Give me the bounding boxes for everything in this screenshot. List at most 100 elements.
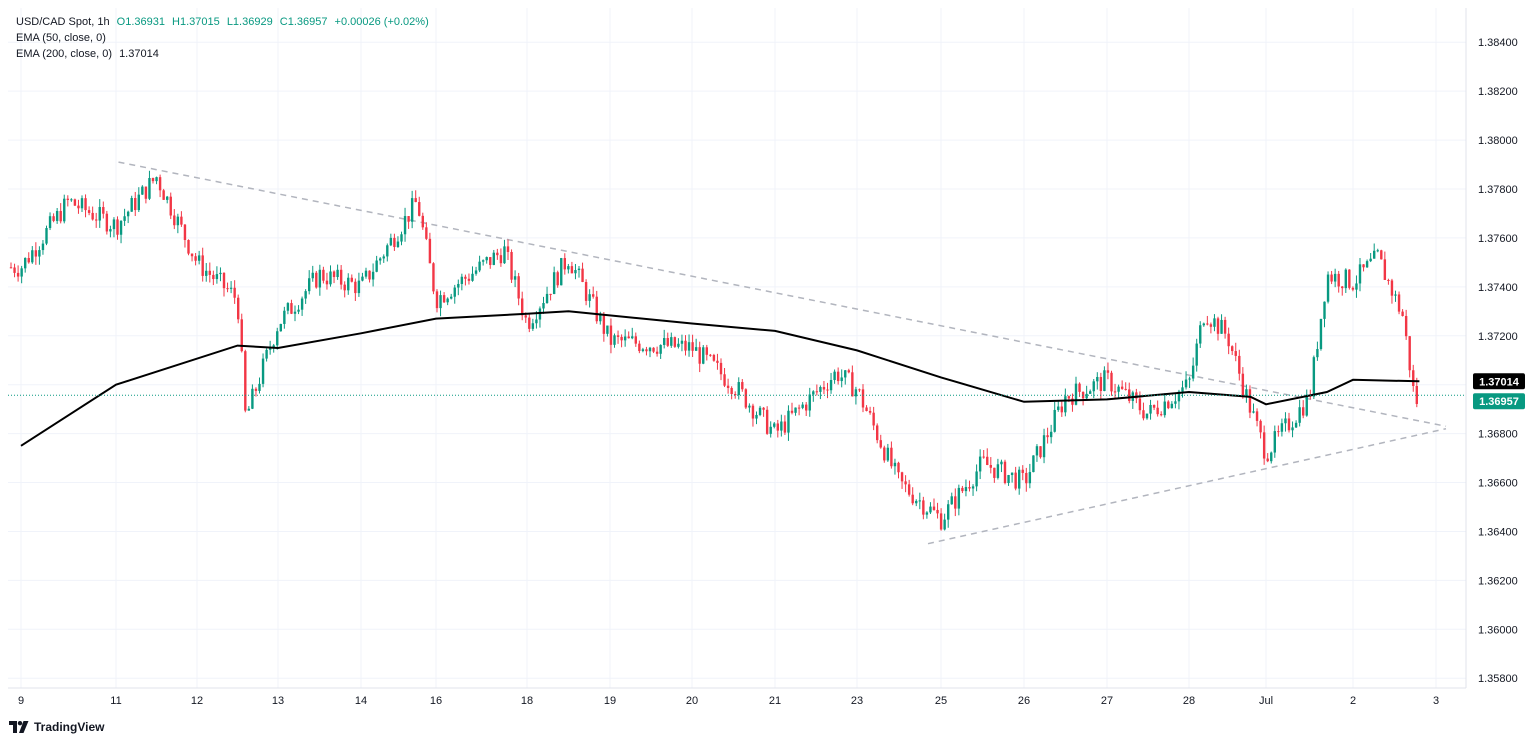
candle-body-224 (805, 404, 808, 411)
candle-189 (680, 334, 684, 352)
candle-40 (151, 177, 155, 184)
axes[interactable]: 1.38400 1.38200 1.38000 1.37800 1.37600 1.374… (8, 8, 1518, 707)
candle-body-277 (993, 467, 996, 478)
candle-353 (1262, 425, 1266, 465)
ema200-label: EMA (200, close, 0) (16, 48, 112, 60)
candle-328 (1174, 394, 1177, 409)
candle-body-391 (1397, 294, 1401, 312)
candle-body-50 (187, 240, 190, 254)
candle-186 (670, 332, 673, 348)
candle-217 (780, 414, 783, 437)
candle-234 (840, 369, 843, 388)
candle-250 (897, 461, 900, 479)
candle-12 (52, 213, 55, 223)
candle-body-216 (776, 423, 779, 431)
candle-body-256 (918, 500, 921, 502)
candle-body-298 (1067, 396, 1071, 399)
candle-body-87 (318, 269, 322, 288)
candle-163 (588, 289, 591, 308)
candle-body-40 (151, 178, 155, 182)
candle-body-245 (879, 440, 882, 448)
candle-55 (205, 263, 208, 282)
candle-body-305 (1092, 381, 1095, 392)
candle-50 (187, 239, 190, 256)
candle-150 (542, 296, 545, 314)
candle-274 (982, 449, 985, 459)
interval-label[interactable]: 1h (97, 16, 110, 28)
candle-body-251 (900, 472, 904, 482)
candle-body-70 (258, 383, 261, 391)
candle-body-199 (716, 360, 719, 363)
candle-30 (116, 216, 119, 240)
candle-47 (176, 213, 180, 234)
candle-body-131 (474, 270, 478, 274)
candle-body-25 (98, 207, 101, 221)
candle-77 (283, 306, 286, 329)
y-tick-label-3: 1.37800 (1478, 184, 1518, 196)
candle-396 (1415, 377, 1418, 408)
candle-body-283 (1014, 472, 1017, 489)
price-tags: 1.37014 1.36957 (1473, 373, 1525, 410)
candle-110 (400, 231, 403, 246)
candle-body-138 (499, 255, 503, 264)
candle-body-274 (982, 456, 985, 458)
candle-body-94 (343, 284, 346, 291)
candle-71 (261, 353, 265, 388)
candle-body-383 (1369, 258, 1372, 262)
candle-body-373 (1333, 273, 1337, 282)
legend-ema50-row[interactable]: EMA (50, close, 0) (16, 30, 429, 46)
candle-11 (48, 212, 52, 231)
candle-43 (162, 188, 165, 200)
candle-body-229 (822, 387, 826, 390)
candle-181 (652, 347, 655, 354)
candle-295 (1057, 400, 1060, 412)
candle-body-110 (400, 234, 403, 242)
candle-body-231 (829, 380, 833, 391)
candle-body-151 (545, 293, 549, 304)
candle-157 (567, 263, 570, 274)
candle-135 (489, 257, 492, 269)
candle-body-53 (197, 255, 201, 261)
symbol-name[interactable]: USD/CAD Spot (16, 16, 92, 28)
candle-body-314 (1124, 388, 1127, 390)
legend-ema200-row[interactable]: EMA (200, close, 0) 1.37014 (16, 46, 429, 62)
candle-body-334 (1195, 343, 1198, 366)
candle-body-71 (261, 358, 265, 384)
candle-body-210 (755, 414, 758, 419)
candle-body-47 (176, 216, 180, 226)
candle-body-19 (77, 205, 80, 209)
candle-body-18 (73, 199, 77, 206)
candle-69 (254, 387, 258, 397)
candle-body-13 (55, 211, 59, 221)
candle-body-198 (712, 354, 716, 361)
candle-body-115 (418, 202, 421, 216)
candle-body-96 (350, 277, 353, 282)
candle-289 (1035, 444, 1039, 462)
candle-283 (1014, 466, 1017, 491)
candle-body-101 (368, 270, 371, 280)
candle-9 (41, 240, 45, 255)
candle-body-250 (897, 462, 900, 473)
candle-66 (244, 349, 247, 413)
candle-368 (1316, 341, 1319, 361)
candle-32 (123, 208, 126, 226)
candle-body-270 (968, 487, 971, 489)
candle-body-227 (815, 391, 819, 393)
candle-body-108 (393, 237, 396, 248)
candle-body-364 (1302, 407, 1305, 416)
candle-302 (1081, 391, 1085, 406)
candle-205 (737, 377, 740, 400)
candle-body-64 (237, 297, 240, 320)
candle-291 (1042, 428, 1046, 464)
candle-body-84 (308, 278, 311, 292)
candle-body-206 (741, 382, 744, 390)
candle-body-118 (428, 238, 432, 264)
candle-395 (1412, 364, 1415, 392)
candle-body-201 (723, 374, 726, 386)
candle-357 (1277, 425, 1280, 437)
candle-body-252 (904, 481, 907, 485)
tradingview-logo[interactable]: TradingView (9, 720, 104, 734)
candle-352 (1259, 419, 1262, 439)
candle-body-330 (1181, 387, 1184, 392)
